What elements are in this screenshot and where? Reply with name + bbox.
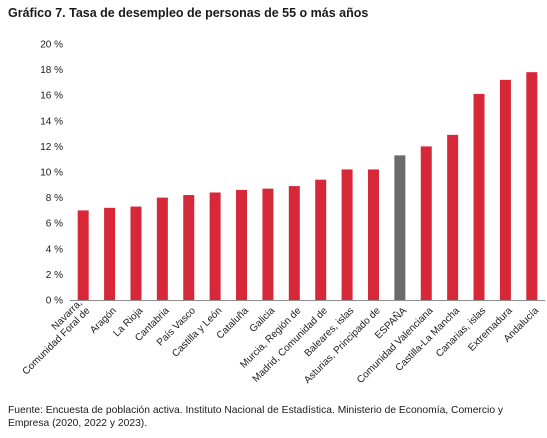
- bar: [77, 210, 89, 300]
- bar: [499, 79, 511, 300]
- bar-chart: 0 %2 %4 %6 %8 %10 %12 %14 %16 %18 %20 % …: [13, 40, 545, 386]
- y-tick-label: 4 %: [46, 244, 63, 255]
- bar: [183, 195, 195, 300]
- bar: [156, 197, 168, 300]
- bar: [447, 134, 459, 300]
- x-tick-label: Navarra,Comunidad Foral de: [13, 297, 93, 378]
- bar: [209, 192, 221, 300]
- bar: [236, 189, 248, 300]
- bar: [473, 93, 485, 300]
- y-tick-label: 2 %: [46, 270, 63, 281]
- chart-title: Gráfico 7. Tasa de desempleo de personas…: [8, 6, 369, 20]
- bar: [526, 72, 538, 300]
- y-tick-label: 16 %: [40, 91, 63, 102]
- bar: [315, 179, 327, 300]
- source-note: Fuente: Encuesta de población activa. In…: [8, 405, 504, 429]
- y-tick-label: 14 %: [40, 116, 63, 127]
- bar: [104, 207, 116, 300]
- bar: [262, 188, 274, 300]
- y-axis: 0 % 2 % 4 % 6 % 8 % 10 % 12 % 14 % 16 % 18 % 20 %: [40, 40, 63, 307]
- bar: [288, 186, 300, 300]
- bar: [420, 146, 432, 300]
- bar: [367, 169, 379, 300]
- bar: [130, 206, 142, 300]
- y-tick-label: 20 %: [40, 40, 63, 51]
- x-tick-label-text: Navarra,Comunidad Foral de: [13, 297, 93, 377]
- bar: [341, 169, 353, 300]
- y-tick-label: 0 %: [46, 296, 63, 307]
- y-tick-label: 8 %: [46, 193, 63, 204]
- y-tick-label: 6 %: [46, 219, 63, 230]
- y-tick-label: 10 %: [40, 168, 63, 179]
- bar-highlight: [394, 155, 406, 300]
- y-tick-label: 12 %: [40, 142, 63, 153]
- y-tick-label: 18 %: [40, 65, 63, 76]
- bars: [77, 72, 538, 300]
